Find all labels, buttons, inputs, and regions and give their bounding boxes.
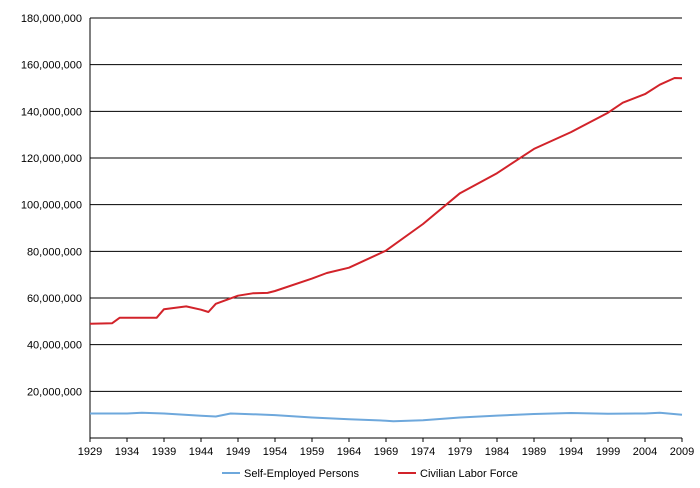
x-tick-label: 1969 [374,446,398,458]
x-tick-label: 1979 [448,446,472,458]
x-tick-label: 1959 [300,446,324,458]
x-tick-label: 1949 [226,446,250,458]
y-tick-label: 160,000,000 [21,60,82,72]
x-axis-tick-labels: 1929 1934 1939 1944 1949 1954 1959 1964 1969 1974… [78,438,694,458]
y-tick-label: 60,000,000 [27,293,82,305]
x-tick-label: 1944 [189,446,213,458]
x-tick-label: 1964 [337,446,361,458]
x-tick-label: 1929 [78,446,102,458]
y-tick-label: 20,000,000 [27,386,82,398]
y-tick-label: 120,000,000 [21,153,82,165]
x-tick-label: 1994 [559,446,583,458]
x-tick-label: 1954 [263,446,287,458]
x-tick-label: 1989 [522,446,546,458]
y-tick-label: 180,000,000 [21,13,82,25]
x-tick-label: 1934 [115,446,139,458]
series-line-civilian-labor-force [89,77,683,325]
x-tick-label: 1984 [485,446,509,458]
series-lines [89,77,683,423]
x-tick-label: 1939 [152,446,176,458]
x-tick-label: 1999 [596,446,620,458]
y-tick-label: 40,000,000 [27,340,82,352]
legend-label-civilian-labor-force: Civilian Labor Force [420,468,518,480]
x-tick-label: 2004 [633,446,657,458]
y-tick-label: 80,000,000 [27,246,82,258]
legend: Self-Employed Persons Civilian Labor For… [222,468,518,480]
series-line-self-employed-persons [90,411,683,423]
x-tick-label: 1974 [411,446,435,458]
y-tick-label: 100,000,000 [21,200,82,212]
x-tick-label: 2009 [670,446,694,458]
y-axis-tick-labels: 20,000,000 40,000,000 60,000,000 80,000,000… [21,13,82,398]
gridlines [90,17,682,392]
y-tick-label: 140,000,000 [21,106,82,118]
legend-label-self-employed: Self-Employed Persons [244,468,359,480]
